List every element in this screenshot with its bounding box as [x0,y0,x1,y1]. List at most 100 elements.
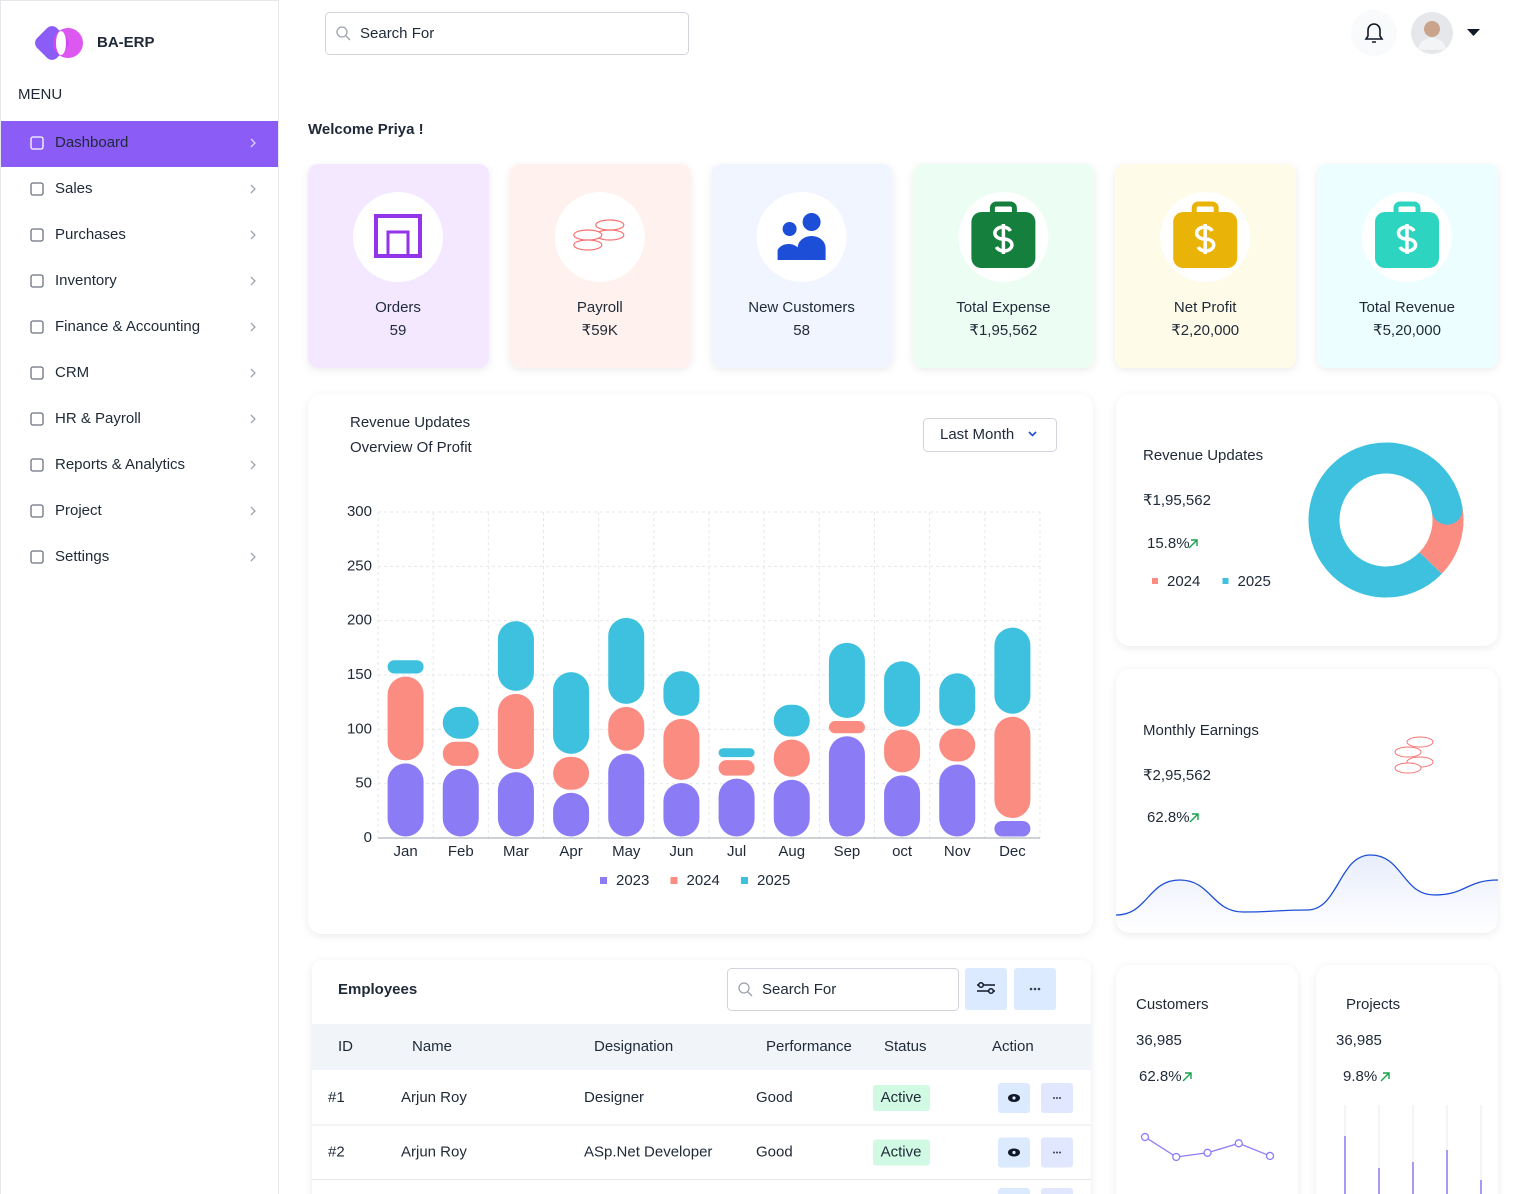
menu-item[interactable]: Purchases [55,226,126,243]
period-dropdown[interactable] [923,418,1057,452]
stat-icon-bg [353,192,443,282]
y-tick-label: 50 [355,775,372,792]
bar-segment [773,704,810,737]
stat-icon [1396,224,1418,254]
bar-segment [442,706,479,739]
menu-item[interactable]: Inventory [55,272,117,289]
stat-value: ₹2,20,000 [1171,322,1239,339]
projects-card [1316,965,1498,1194]
bar-segment [884,775,921,837]
avatar-face [1424,21,1440,37]
logo [56,31,66,55]
customers-point [1172,1152,1181,1162]
legend-label: 2023 [616,872,649,889]
bar-segment [663,718,700,780]
card-value: ₹2,95,562 [1143,767,1211,784]
bar-segment [718,760,755,776]
view-icon [1012,1096,1016,1100]
coin-icon [1394,746,1422,758]
menu-icon [30,136,44,150]
column-header: ID [338,1038,353,1055]
menu-chevron [250,460,256,470]
search-placeholder: Search For [360,25,434,42]
stat-icon [1194,224,1216,254]
customers-point [1265,1151,1275,1161]
bar-segment [994,821,1031,837]
menu-item[interactable]: Sales [55,180,93,197]
bar-segment [773,739,810,777]
bar-segment [497,621,534,691]
legend-swatch [1152,578,1158,584]
bar-segment [442,768,479,837]
menu-item[interactable]: HR & Payroll [55,410,141,427]
employee-name: Arjun Roy [401,1089,467,1106]
stat-label: Total Revenue [1359,299,1455,316]
x-tick-label: May [612,843,641,860]
menu-item[interactable]: Project [55,502,103,519]
menu-icon [30,504,44,518]
bar-segment [718,748,755,758]
bar-segment [387,676,424,761]
bar-segment [553,756,590,790]
employees-card [312,960,1091,1194]
stat-value: ₹1,95,562 [969,322,1037,339]
more-icon [1033,987,1037,991]
card-change: 15.8% [1147,535,1190,552]
x-tick-label: Mar [503,843,529,860]
menu-active [1,121,278,167]
card-value: 36,985 [1336,1032,1382,1049]
trend-arrow [1188,539,1198,549]
designation: Designer [584,1089,644,1106]
view-icon [1012,1150,1016,1155]
avatar-body [1418,38,1446,50]
card-title: Projects [1346,996,1400,1013]
bar-segment [828,642,865,719]
stat-icon-bg [756,192,847,282]
notification-button[interactable] [1351,10,1397,56]
menu-item[interactable]: Finance & Accounting [55,318,200,335]
stat-icon [573,239,603,251]
bar-segment [442,741,479,766]
legend-swatch [670,877,678,884]
bar-segment [773,779,810,837]
menu-item[interactable]: Dashboard [55,134,128,151]
legend-label: 2025 [1238,573,1271,590]
next-row-button [998,1188,1030,1194]
menu-item[interactable]: CRM [55,364,89,381]
x-tick-label: Aug [778,843,805,860]
performance: Good [756,1143,793,1160]
search-box[interactable] [325,12,689,55]
bar-segment [553,792,590,837]
table-header [312,1024,1091,1070]
x-tick-label: oct [892,843,913,860]
employee-id: #2 [328,1143,345,1160]
x-tick-label: Dec [999,843,1026,860]
y-tick-label: 250 [347,557,372,574]
stat-icon [595,219,625,231]
table-search[interactable] [727,968,959,1011]
y-tick-label: 150 [347,666,372,683]
filter-button[interactable] [965,968,1007,1010]
column-header: Status [884,1038,927,1055]
earnings-area [1116,855,1498,933]
revenue-chart-card [308,394,1093,934]
stat-icon [777,236,826,260]
menu-label: MENU [18,86,62,103]
menu-item[interactable]: Settings [55,548,109,565]
legend-swatch [1222,578,1229,584]
more-icon [1056,1151,1058,1154]
trend-arrow [1380,1072,1390,1082]
stat-label: New Customers [748,299,855,316]
profile-caret[interactable] [1467,29,1480,36]
employee-id: #1 [328,1089,345,1106]
bar-segment [718,778,755,837]
legend-swatch [600,877,607,884]
menu-icon [30,182,44,196]
performance: Good [756,1089,793,1106]
card-change: 9.8% [1343,1068,1377,1085]
search-placeholder: Search For [762,981,836,998]
y-tick-label: 100 [347,720,372,737]
menu-item[interactable]: Reports & Analytics [55,456,185,473]
donut-segment [1308,442,1463,598]
